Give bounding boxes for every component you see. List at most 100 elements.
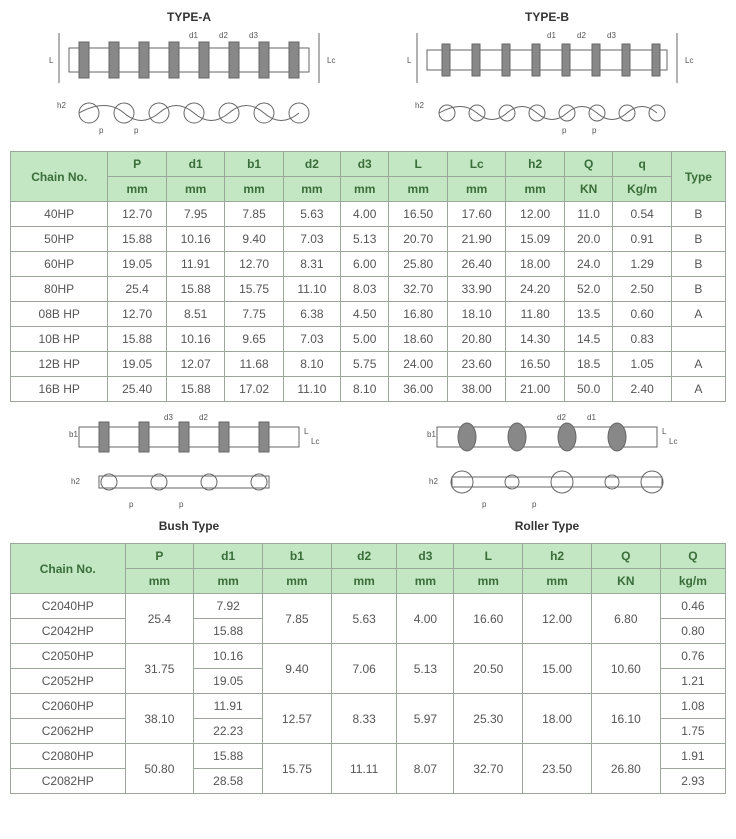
unit-header: kg/m xyxy=(660,569,725,594)
svg-text:h2: h2 xyxy=(57,101,66,110)
cell: 16.60 xyxy=(454,594,523,644)
cell: 7.03 xyxy=(283,327,340,352)
table-row: C2060HP38.1011.9112.578.335.9725.3018.00… xyxy=(11,694,726,719)
cell: 1.08 xyxy=(660,694,725,719)
type-a-diagram: TYPE-A d1d2d3 xyxy=(39,10,339,141)
cell: A xyxy=(671,302,725,327)
table1-head: Chain No.Pd1b1d2d3LLch2QqType mmmmmmmmmm… xyxy=(11,152,726,202)
chain-drawing-roller: d2d1 b1LLc h2pp xyxy=(407,412,687,512)
cell: 4.00 xyxy=(340,202,388,227)
svg-text:p: p xyxy=(482,500,487,509)
type-b-diagram: TYPE-B d1d2d3 xyxy=(397,10,697,141)
cell: 5.00 xyxy=(340,327,388,352)
unit-header: KN xyxy=(591,569,660,594)
cell: 25.4 xyxy=(108,277,166,302)
cell: 26.80 xyxy=(591,744,660,794)
cell: 9.65 xyxy=(225,327,283,352)
cell: 40HP xyxy=(11,202,108,227)
col-header: Q xyxy=(564,152,612,177)
cell: A xyxy=(671,352,725,377)
table-row: 40HP12.707.957.855.634.0016.5017.6012.00… xyxy=(11,202,726,227)
spec-table-1: Chain No.Pd1b1d2d3LLch2QqType mmmmmmmmmm… xyxy=(10,151,726,402)
col-header: P xyxy=(125,544,194,569)
cell: 14.30 xyxy=(506,327,564,352)
cell: 25.80 xyxy=(389,252,447,277)
unit-header: mm xyxy=(166,177,224,202)
cell: 19.05 xyxy=(108,352,166,377)
cell: 52.0 xyxy=(564,277,612,302)
cell: 12.70 xyxy=(108,302,166,327)
cell: 5.75 xyxy=(340,352,388,377)
col-header: Q xyxy=(591,544,660,569)
unit-header: Kg/m xyxy=(613,177,671,202)
cell: 10.16 xyxy=(166,227,224,252)
svg-text:d2: d2 xyxy=(199,413,208,422)
unit-header: mm xyxy=(447,177,505,202)
cell: 12.07 xyxy=(166,352,224,377)
cell: 38.10 xyxy=(125,694,194,744)
cell: 50.0 xyxy=(564,377,612,402)
cell: 7.95 xyxy=(166,202,224,227)
svg-text:h2: h2 xyxy=(429,477,438,486)
cell: 0.83 xyxy=(613,327,671,352)
cell: 24.00 xyxy=(389,352,447,377)
cell: 1.05 xyxy=(613,352,671,377)
unit-header: KN xyxy=(564,177,612,202)
unit-header: mm xyxy=(454,569,523,594)
cell: 23.60 xyxy=(447,352,505,377)
cell: 08B HP xyxy=(11,302,108,327)
cell: 8.51 xyxy=(166,302,224,327)
cell: 16.10 xyxy=(591,694,660,744)
svg-text:L: L xyxy=(49,56,54,65)
svg-text:d2: d2 xyxy=(557,413,566,422)
col-header: h2 xyxy=(523,544,592,569)
cell: 0.46 xyxy=(660,594,725,619)
unit-header: mm xyxy=(125,569,194,594)
cell: 8.03 xyxy=(340,277,388,302)
col-header: Lc xyxy=(447,152,505,177)
svg-text:p: p xyxy=(179,500,184,509)
svg-text:Lc: Lc xyxy=(685,56,693,65)
cell: 16.50 xyxy=(506,352,564,377)
svg-text:b1: b1 xyxy=(427,430,436,439)
svg-text:d2: d2 xyxy=(577,31,586,40)
cell: 8.10 xyxy=(340,377,388,402)
cell: 33.90 xyxy=(447,277,505,302)
table2-body: C2040HP25.47.927.855.634.0016.6012.006.8… xyxy=(11,594,726,794)
cell: 16.50 xyxy=(389,202,447,227)
cell: C2080HP xyxy=(11,744,126,769)
svg-text:Lc: Lc xyxy=(669,437,677,446)
cell: 21.90 xyxy=(447,227,505,252)
svg-text:h2: h2 xyxy=(415,101,424,110)
cell: 18.60 xyxy=(389,327,447,352)
col-header: d1 xyxy=(194,544,263,569)
cell: 32.70 xyxy=(389,277,447,302)
cell: 20.0 xyxy=(564,227,612,252)
svg-text:d1: d1 xyxy=(189,31,198,40)
cell: 36.00 xyxy=(389,377,447,402)
cell: 4.00 xyxy=(397,594,454,644)
cell: 11.11 xyxy=(331,744,397,794)
cell: 28.58 xyxy=(194,769,263,794)
cell: 25.4 xyxy=(125,594,194,644)
unit-header: mm xyxy=(523,569,592,594)
cell: 16B HP xyxy=(11,377,108,402)
mid-diagram-row: d3d2 b1LLc h2pp Bush Type xyxy=(10,412,726,533)
col-header: d3 xyxy=(397,544,454,569)
cell: 11.10 xyxy=(283,277,340,302)
cell: 15.88 xyxy=(166,277,224,302)
svg-text:Lc: Lc xyxy=(311,437,319,446)
cell: 50HP xyxy=(11,227,108,252)
unit-header: mm xyxy=(108,177,166,202)
table-row: C2080HP50.8015.8815.7511.118.0732.7023.5… xyxy=(11,744,726,769)
col-header: q xyxy=(613,152,671,177)
cell: 0.54 xyxy=(613,202,671,227)
col-header: d2 xyxy=(331,544,397,569)
svg-text:L: L xyxy=(407,56,412,65)
cell xyxy=(671,327,725,352)
cell: 20.70 xyxy=(389,227,447,252)
cell: 1.29 xyxy=(613,252,671,277)
cell: 18.10 xyxy=(447,302,505,327)
cell: 6.00 xyxy=(340,252,388,277)
cell: 11.91 xyxy=(194,694,263,719)
